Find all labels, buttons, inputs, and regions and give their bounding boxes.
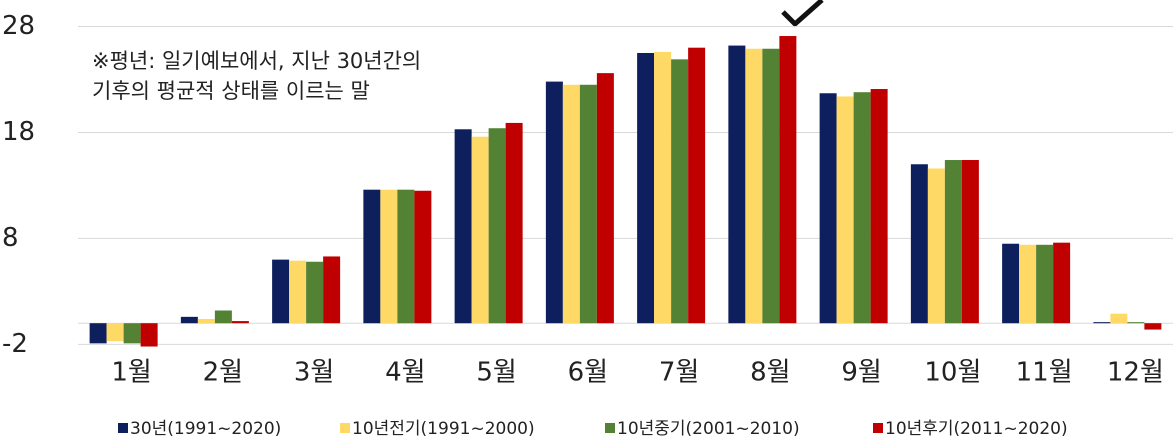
bar	[471, 136, 489, 324]
bar	[397, 189, 415, 324]
bar	[671, 59, 689, 324]
y-tick-label: 8	[2, 223, 19, 253]
legend-label: 10년중기(2001~2010)	[617, 419, 800, 439]
x-tick-label: 6월	[568, 358, 608, 388]
bar	[414, 190, 432, 324]
bar	[1036, 244, 1054, 324]
y-tick-label: -2	[2, 329, 28, 359]
bar	[819, 93, 837, 324]
bar	[1053, 242, 1071, 324]
bar	[853, 92, 871, 324]
bar	[745, 48, 763, 324]
bar	[272, 259, 290, 324]
bar	[1110, 313, 1128, 324]
annotation: ※평년: 일기예보에서, 지난 30년간의	[92, 49, 421, 73]
x-tick-label: 11월	[1016, 358, 1073, 388]
bar	[1093, 322, 1111, 324]
x-tick-label: 10월	[924, 358, 981, 388]
bar	[197, 318, 215, 324]
bar	[1144, 323, 1162, 330]
bar	[363, 189, 381, 324]
bar	[180, 316, 198, 324]
bar	[454, 129, 472, 324]
x-tick-label: 3월	[294, 358, 334, 388]
bar	[1127, 322, 1145, 324]
x-tick-label: 12월	[1107, 358, 1164, 388]
bar	[870, 89, 888, 324]
bar	[488, 128, 506, 324]
bar	[214, 310, 232, 324]
legend-label: 10년전기(1991~2000)	[352, 419, 535, 439]
x-tick-label: 8월	[750, 358, 790, 388]
bar	[1019, 244, 1037, 324]
legend-swatch	[118, 423, 128, 433]
legend-swatch	[605, 423, 615, 433]
bar	[380, 189, 398, 324]
bar	[944, 160, 962, 324]
bar	[545, 81, 563, 324]
legend-label: 30년(1991~2020)	[130, 419, 281, 439]
x-tick-label: 5월	[476, 358, 516, 388]
bar	[123, 323, 141, 344]
bar	[106, 323, 124, 342]
bar	[231, 321, 249, 324]
x-tick-label: 4월	[385, 358, 425, 388]
bar	[836, 96, 854, 324]
bar	[596, 73, 614, 324]
x-tick-label: 1월	[111, 358, 151, 388]
bar	[562, 84, 580, 324]
bar	[579, 84, 597, 324]
legend-label: 10년후기(2011~2020)	[885, 419, 1068, 439]
bar	[1002, 243, 1020, 324]
x-tick-label: 9월	[841, 358, 881, 388]
y-tick-label: 28	[2, 11, 35, 41]
y-tick-label: 18	[2, 117, 35, 147]
bar	[961, 160, 979, 324]
bar	[688, 47, 706, 324]
legend-swatch	[873, 423, 883, 433]
bar	[910, 164, 928, 324]
bar	[927, 168, 945, 324]
bar	[728, 45, 746, 324]
check-mark	[781, 0, 824, 28]
bar	[323, 256, 341, 324]
x-tick-label: 7월	[659, 358, 699, 388]
x-tick-label: 2월	[203, 358, 243, 388]
bar	[637, 52, 655, 324]
bar	[140, 323, 158, 347]
bar	[289, 260, 307, 324]
bar	[89, 323, 107, 344]
bar	[654, 51, 672, 324]
bar	[505, 122, 523, 324]
legend-swatch	[340, 423, 350, 433]
annotation: 기후의 평균적 상태를 이르는 말	[92, 79, 370, 103]
bar	[306, 261, 324, 324]
bar	[779, 36, 797, 324]
bar	[762, 48, 780, 324]
